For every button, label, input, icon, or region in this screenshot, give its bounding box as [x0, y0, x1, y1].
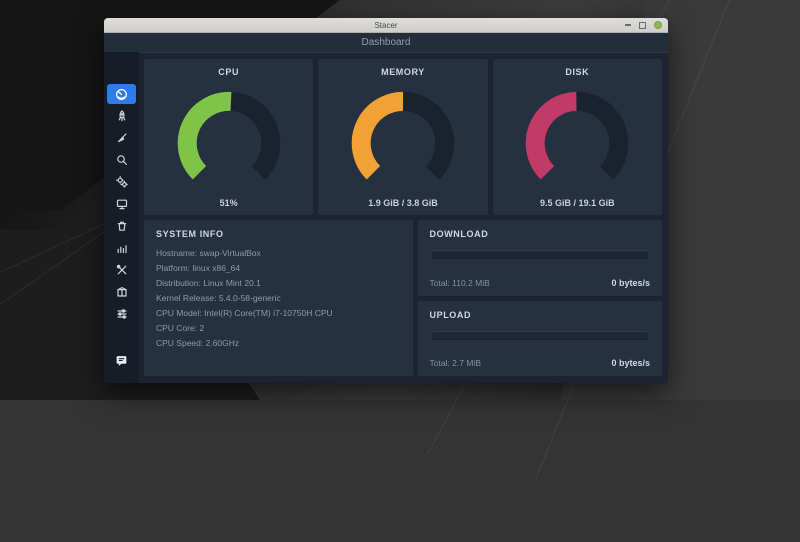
- close-icon[interactable]: [654, 21, 662, 29]
- network-column: DOWNLOAD Total: 110.2 MiB 0 bytes/s UPLO…: [417, 220, 662, 376]
- system-info-line: CPU Speed: 2.60GHz: [156, 338, 240, 348]
- sidebar-item-startup-apps[interactable]: [107, 106, 136, 126]
- tools-icon: [116, 264, 128, 276]
- sidebar-item-uninstaller[interactable]: [107, 216, 136, 236]
- memory-card: MEMORY 1.9 GiB / 3.8 GiB: [318, 59, 488, 215]
- cpu-title: CPU: [218, 67, 240, 77]
- upload-card: UPLOAD Total: 2.7 MiB 0 bytes/s: [417, 300, 662, 376]
- dashboard-content: CPU 51% MEMORY 1.9 GiB / 3.8 GiB DISK 9.5 GiB…: [139, 52, 668, 383]
- download-progressbar: [429, 250, 650, 259]
- system-info-line: Distribution: Linux Mint 20.1: [156, 278, 261, 288]
- memory-gauge-fill: [351, 91, 404, 180]
- system-info-line: CPU Model: Intel(R) Core(TM) i7-10750H C…: [156, 308, 333, 318]
- page-header: Dashboard: [104, 33, 668, 52]
- monitor-icon: [116, 198, 128, 210]
- minimize-icon[interactable]: [625, 24, 631, 26]
- sidebar: [104, 52, 139, 383]
- disk-gauge-fill: [526, 91, 578, 180]
- app-root: Dashboard CPU 51% MEMORY 1.9 GiB / 3.8 GiB D…: [104, 33, 668, 383]
- chart-icon: [116, 242, 128, 254]
- disk-title: DISK: [565, 67, 590, 77]
- sidebar-item-feedback[interactable]: [107, 350, 136, 370]
- sidebar-item-helpers[interactable]: [107, 260, 136, 280]
- disk-gauge: [526, 91, 629, 180]
- upload-total: Total: 2.7 MiB: [429, 358, 482, 368]
- sidebar-item-apt-repository[interactable]: [107, 282, 136, 302]
- system-info-card: SYSTEM INFO Hostname: swap-VirtualBox Pla…: [144, 220, 413, 376]
- speedometer-icon: [115, 88, 128, 101]
- package-icon: [116, 286, 128, 298]
- disk-value: 9.5 GiB / 19.1 GiB: [540, 198, 615, 208]
- upload-progressbar: [429, 330, 650, 340]
- system-info-title: SYSTEM INFO: [156, 229, 224, 239]
- download-total: Total: 110.2 MiB: [429, 277, 490, 288]
- upload-stats: Total: 2.7 MiB 0 bytes/s: [430, 358, 651, 368]
- disk-card: DISK 9.5 GiB / 19.1 GiB: [492, 59, 662, 215]
- stacer-window: Stacer Dashboard CPU 51% MEMORY 1.9 GiB / 3…: [104, 18, 668, 383]
- window-title: Stacer: [374, 20, 398, 30]
- system-info-line: CPU Core: 2: [156, 323, 205, 333]
- sidebar-item-resources[interactable]: [107, 238, 136, 258]
- maximize-icon[interactable]: [639, 21, 646, 29]
- sliders-icon: [116, 308, 128, 320]
- download-card: DOWNLOAD Total: 110.2 MiB 0 bytes/s: [417, 220, 662, 296]
- cpu-value: 51%: [219, 198, 238, 208]
- trash-icon: [116, 220, 128, 232]
- memory-gauge: [351, 91, 455, 180]
- gauge-row: CPU 51% MEMORY 1.9 GiB / 3.8 GiB DISK 9.5 GiB…: [144, 59, 662, 215]
- system-info-line: Platform: linux x86_64: [156, 263, 241, 273]
- download-stats: Total: 110.2 MiB 0 bytes/s: [430, 278, 651, 288]
- system-info-lines: Hostname: swap-VirtualBox Platform: linux…: [156, 246, 401, 351]
- upload-rate: 0 bytes/s: [611, 358, 650, 368]
- memory-value: 1.9 GiB / 3.8 GiB: [368, 198, 438, 208]
- upload-title: UPLOAD: [429, 309, 472, 320]
- memory-title: MEMORY: [381, 67, 425, 77]
- system-info-line: Kernel Release: 5.4.0-58-generic: [156, 293, 281, 303]
- page-title: Dashboard: [361, 37, 411, 48]
- cpu-gauge-fill: [177, 91, 232, 180]
- sidebar-item-services[interactable]: [107, 172, 136, 192]
- cpu-card: CPU 51%: [144, 59, 314, 215]
- sidebar-item-system-cleaner[interactable]: [107, 128, 136, 148]
- system-info-line: Hostname: swap-VirtualBox: [156, 248, 261, 258]
- broom-icon: [116, 132, 128, 144]
- app-body: CPU 51% MEMORY 1.9 GiB / 3.8 GiB DISK 9.5 GiB…: [104, 52, 668, 383]
- sidebar-item-processes[interactable]: [107, 194, 136, 214]
- feedback-icon: [115, 354, 128, 367]
- info-row: SYSTEM INFO Hostname: swap-VirtualBox Pla…: [144, 220, 662, 376]
- window-controls: [625, 18, 662, 32]
- gears-icon: [115, 176, 128, 188]
- sidebar-item-settings[interactable]: [107, 304, 136, 324]
- cpu-gauge: [177, 91, 280, 180]
- sidebar-item-search[interactable]: [107, 150, 136, 170]
- download-title: DOWNLOAD: [429, 229, 489, 239]
- download-rate: 0 bytes/s: [611, 277, 650, 288]
- sidebar-item-dashboard[interactable]: [107, 84, 136, 104]
- search-icon: [116, 154, 128, 166]
- titlebar[interactable]: Stacer: [104, 18, 668, 33]
- rocket-icon: [116, 110, 128, 122]
